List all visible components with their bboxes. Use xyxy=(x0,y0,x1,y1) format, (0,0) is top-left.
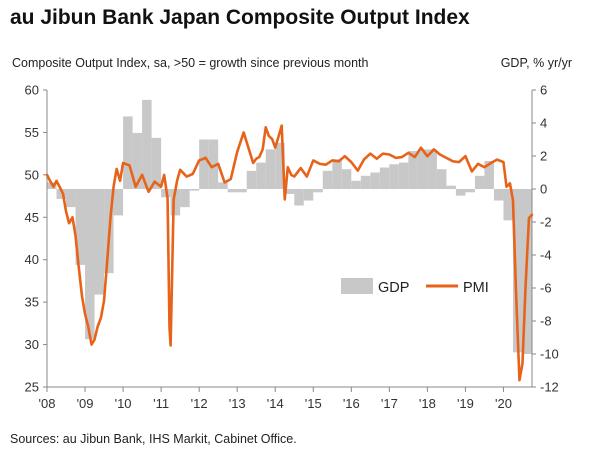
gdp-bar-2016Q3 xyxy=(370,172,380,189)
gdp-bar-2013Q4 xyxy=(265,149,276,189)
left-tick-label: 45 xyxy=(25,210,39,225)
gdp-bar-2019Q4 xyxy=(493,189,504,201)
gdp-bar-2015Q2 xyxy=(322,170,333,189)
gdp-bar-2010Q2 xyxy=(132,132,143,189)
gdp-bar-2018Q1 xyxy=(427,149,437,189)
gdp-bar-2011Q4 xyxy=(189,189,200,191)
gdp-bar-2012Q2 xyxy=(208,139,219,189)
x-tick-label: '19 xyxy=(457,396,474,411)
gdp-bar-2015Q4 xyxy=(341,169,352,189)
x-tick-label: '10 xyxy=(115,396,132,411)
gdp-bar-2012Q4 xyxy=(227,189,238,193)
right-tick-label: -4 xyxy=(540,248,552,263)
gdp-bar-2015Q1 xyxy=(313,189,323,193)
right-tick-label: 4 xyxy=(540,116,547,131)
gdp-bar-2012Q1 xyxy=(199,139,209,189)
left-axis-caption: Composite Output Index, sa, >50 = growth… xyxy=(12,56,369,70)
gdp-bar-2010Q3 xyxy=(142,99,152,189)
gdp-bar-2014Q4 xyxy=(303,189,314,201)
pmi-series xyxy=(45,124,534,382)
chart-title: au Jibun Bank Japan Composite Output Ind… xyxy=(10,6,470,29)
gdp-bar-2014Q1 xyxy=(275,142,285,189)
gdp-bar-2018Q3 xyxy=(446,185,456,189)
gdp-bar-2009Q2 xyxy=(94,189,105,295)
right-tick-label: -6 xyxy=(540,281,552,296)
x-tick-label: '15 xyxy=(305,396,322,411)
gdp-bar-2010Q4 xyxy=(151,137,162,189)
gdp-bar-2012Q3 xyxy=(218,182,228,189)
gdp-bar-2015Q3 xyxy=(332,159,342,189)
right-tick-label: 6 xyxy=(540,83,547,98)
gdp-bar-2019Q2 xyxy=(474,175,485,189)
gdp-bar-2020Q2 xyxy=(512,189,523,353)
x-tick-label: '18 xyxy=(419,396,436,411)
left-tick-label: 55 xyxy=(25,125,39,140)
left-tick-label: 40 xyxy=(25,252,39,267)
gdp-bar-2010Q1 xyxy=(123,116,133,189)
gdp-bar-2019Q3 xyxy=(484,160,494,189)
gdp-bar-2014Q2 xyxy=(284,189,295,194)
gdp-bar-2013Q3 xyxy=(256,162,266,189)
left-tick-label: 25 xyxy=(25,380,39,395)
right-tick-label: -8 xyxy=(540,314,552,329)
right-tick-label: -10 xyxy=(540,347,559,362)
gdp-bar-2019Q1 xyxy=(465,189,475,193)
gdp-bar-2013Q1 xyxy=(237,189,247,193)
gdp-bar-2008Q2 xyxy=(56,189,67,199)
gdp-bar-2016Q2 xyxy=(360,175,371,189)
right-tick-label: -12 xyxy=(540,380,559,395)
gdp-bar-2020Q1 xyxy=(503,189,513,221)
gdp-bar-2009Q1 xyxy=(85,189,95,340)
gdp-bar-2016Q1 xyxy=(351,180,361,189)
x-tick-label: '17 xyxy=(381,396,398,411)
gdp-bar-2016Q4 xyxy=(379,167,390,189)
left-tick-label: 60 xyxy=(25,83,39,98)
source-note: Sources: au Jibun Bank, IHS Markit, Cabi… xyxy=(10,432,297,446)
x-tick-label: '12 xyxy=(191,396,208,411)
gdp-bar-2013Q2 xyxy=(246,170,257,189)
gdp-bar-2011Q3 xyxy=(180,189,190,208)
axes: 25 30 35 40 45 50 55 60 -12 -10 -8 -6 -4 -2 0 2 4 6 '08 '09… xyxy=(25,83,559,412)
pmi-line xyxy=(45,124,534,382)
gdp-bar-2017Q2 xyxy=(398,162,409,189)
gdp-bar-2009Q4 xyxy=(113,189,124,216)
x-tick-label: '08 xyxy=(39,396,56,411)
gdp-bar-2014Q3 xyxy=(294,189,304,206)
left-tick-label: 30 xyxy=(25,337,39,352)
x-tick-label: '09 xyxy=(77,396,94,411)
legend-gdp-swatch xyxy=(341,278,373,294)
right-tick-label: -2 xyxy=(540,215,552,230)
x-tick-label: '13 xyxy=(229,396,246,411)
gdp-bar-2018Q2 xyxy=(436,169,447,189)
x-tick-label: '16 xyxy=(343,396,360,411)
legend: GDP PMI xyxy=(341,278,489,296)
gdp-bar-2017Q3 xyxy=(408,151,418,189)
gdp-bar-2017Q1 xyxy=(389,164,399,189)
x-tick-label: '14 xyxy=(267,396,284,411)
legend-gdp-label: GDP xyxy=(378,280,409,296)
left-tick-label: 35 xyxy=(25,295,39,310)
gdp-bars xyxy=(47,99,532,354)
gdp-bar-2011Q2 xyxy=(170,189,181,216)
right-tick-label: 0 xyxy=(540,182,547,197)
right-axis-caption: GDP, % yr/yr xyxy=(500,56,572,70)
left-tick-label: 50 xyxy=(25,167,39,182)
legend-pmi-label: PMI xyxy=(463,280,489,296)
x-tick-label: '20 xyxy=(495,396,512,411)
right-tick-label: 2 xyxy=(540,149,547,164)
gdp-bar-2018Q4 xyxy=(455,189,466,196)
gdp-bar-2008Q3 xyxy=(66,189,76,208)
gdp-bar-2017Q4 xyxy=(417,149,428,189)
x-tick-label: '11 xyxy=(153,396,169,411)
gdp-bar-2008Q4 xyxy=(75,189,86,265)
